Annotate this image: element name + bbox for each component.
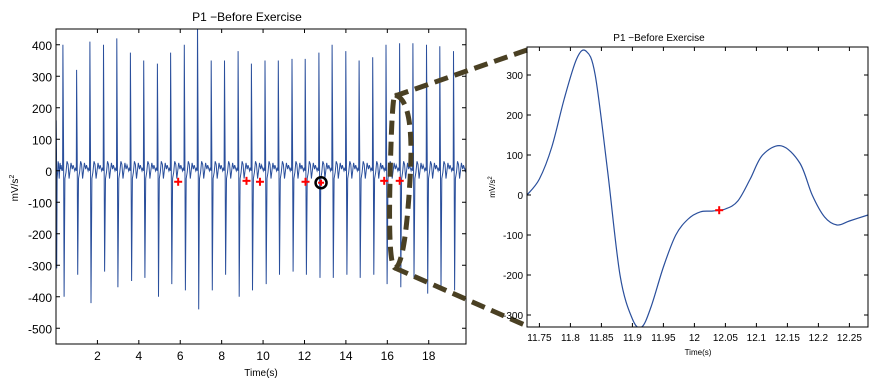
x-tick-label: 16 [381, 349, 395, 363]
x-tick-label: 12.05 [713, 333, 738, 344]
beat-marker [715, 206, 724, 215]
beat-marker [380, 176, 389, 185]
y-tick-label: -100 [503, 231, 523, 242]
y-tick-label: 400 [32, 39, 52, 53]
y-tick-label: -300 [28, 259, 52, 273]
right-y-ticks: -300 -200 -100 0 100 200 300 [503, 71, 868, 322]
right-y-axis-label: mV/s2 [488, 176, 497, 198]
left-plot-area: 2 4 6 8 10 12 14 16 18 -500 -400 -300 -200 -100 0 100 2… [28, 28, 467, 363]
y-tick-label: 100 [32, 133, 52, 147]
y-tick-label: -100 [28, 196, 52, 210]
y-tick-label: 200 [32, 102, 52, 116]
y-tick-label: 300 [506, 71, 523, 82]
x-tick-label: 12.15 [775, 333, 800, 344]
left-markers [174, 175, 404, 190]
left-series-line [56, 29, 466, 310]
right-x-axis-label: Time(s) [685, 348, 712, 357]
left-y-axis-label: mV/s2 [9, 175, 21, 202]
left-ecg-series [56, 29, 466, 310]
x-tick-label: 12.1 [747, 333, 767, 344]
x-tick-label: 12.25 [837, 333, 862, 344]
x-tick-label: 2 [94, 349, 101, 363]
beat-marker [242, 176, 251, 185]
x-tick-label: 12.2 [809, 333, 829, 344]
x-tick-label: 12 [689, 333, 701, 344]
left-x-ticks: 2 4 6 8 10 12 14 16 18 [94, 29, 436, 363]
x-tick-label: 18 [422, 349, 436, 363]
x-tick-label: 14 [339, 349, 353, 363]
x-tick-label: 6 [177, 349, 184, 363]
x-tick-label: 11.75 [527, 333, 552, 344]
right-y-axis-label-base: mV/s [488, 180, 497, 198]
right-plot-area: 11.75 11.8 11.85 11.9 11.95 12 12.05 12.1 12.15 1… [503, 46, 869, 344]
left-y-ticks: -500 -400 -300 -200 -100 0 100 200 300 400 [28, 39, 466, 336]
right-x-ticks: 11.75 11.8 11.85 11.9 11.95 12 12.05 12.1 12.15 1… [527, 47, 862, 344]
x-tick-label: 8 [218, 349, 225, 363]
left-y-axis-label-sup: 2 [9, 175, 16, 179]
x-tick-label: 12 [298, 349, 312, 363]
right-series-line [527, 49, 869, 327]
zoom-callout [387, 47, 529, 329]
beat-marker [174, 177, 183, 186]
y-tick-label: -300 [503, 311, 523, 322]
x-tick-label: 4 [135, 349, 142, 363]
highlighted-marker [314, 175, 328, 190]
left-y-axis-label-base: mV/s [10, 179, 21, 202]
left-axes-box [55, 28, 467, 345]
right-y-axis-label-sup: 2 [488, 176, 494, 180]
y-tick-label: 300 [32, 70, 52, 84]
zoom-line-bottom [393, 265, 529, 329]
y-tick-label: 100 [506, 151, 523, 162]
left-chart-title: P1 −Before Exercise [192, 10, 302, 24]
y-tick-label: -200 [503, 271, 523, 282]
y-tick-label: -400 [28, 291, 52, 305]
right-ecg-series [527, 49, 869, 327]
y-tick-label: 0 [517, 191, 523, 202]
beat-marker [318, 179, 325, 186]
x-tick-label: 11.85 [589, 333, 614, 344]
beat-marker [395, 176, 404, 185]
right-chart: P1 −Before Exercise 11.75 11.8 11.85 11.9 11… [488, 33, 869, 357]
beat-marker [255, 177, 264, 186]
right-markers [715, 206, 724, 215]
x-tick-label: 11.9 [623, 333, 642, 344]
x-tick-label: 11.95 [651, 333, 676, 344]
y-tick-label: 200 [506, 111, 523, 122]
beat-marker [301, 177, 310, 186]
y-tick-label: -200 [28, 228, 52, 242]
x-tick-label: 10 [256, 349, 270, 363]
y-tick-label: -500 [28, 322, 52, 336]
right-chart-title: P1 −Before Exercise [613, 33, 705, 44]
right-axes-box [526, 46, 869, 328]
x-tick-label: 11.8 [561, 333, 580, 344]
left-x-axis-label: Time(s) [244, 368, 278, 379]
y-tick-label: 0 [45, 165, 52, 179]
zoom-line-top [394, 47, 528, 99]
left-chart: P1 −Before Exercise 2 4 6 8 10 12 14 16 18 -500-… [9, 10, 467, 379]
